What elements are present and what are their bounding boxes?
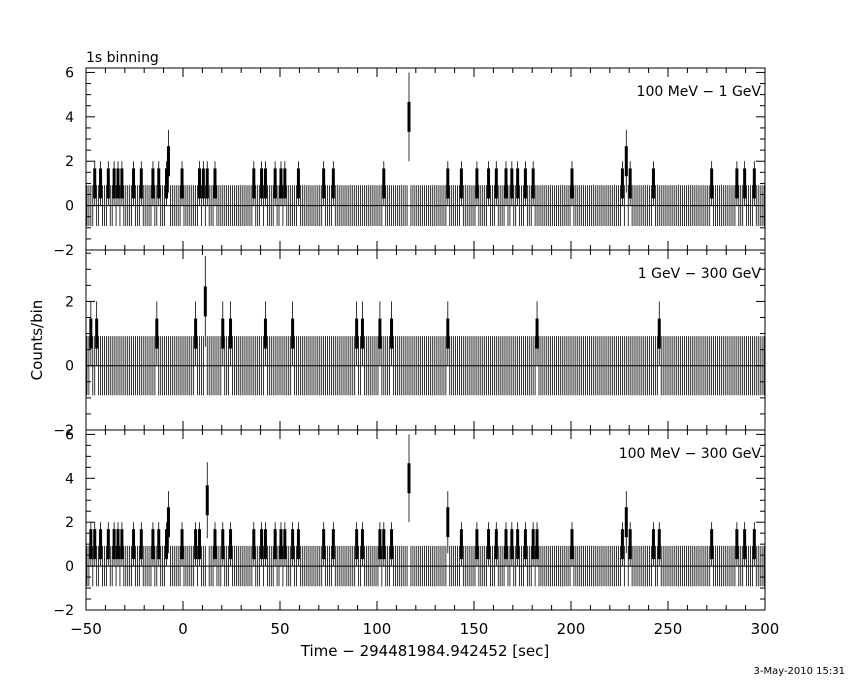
y-tick-label: 2: [65, 294, 74, 310]
x-tick-label: 50: [270, 620, 289, 638]
x-tick-label: 300: [751, 620, 780, 638]
x-axis-label: Time − 294481984.942452 [sec]: [300, 642, 550, 660]
timestamp: 3-May-2010 15:31: [753, 666, 845, 677]
x-tick-label: −50: [70, 620, 102, 638]
y-tick-label: 4: [65, 110, 74, 126]
y-axis-label: Counts/bin: [28, 300, 46, 381]
y-tick-label: −2: [53, 603, 74, 619]
y-tick-label: 0: [65, 559, 74, 575]
panel-2: −2 0 2 1 GeV − 300 GeV: [53, 249, 766, 439]
x-tick-label: 250: [654, 620, 683, 638]
y-tick-label: 2: [65, 515, 74, 531]
panel-energy-label: 100 MeV − 300 GeV: [619, 446, 762, 462]
x-tick-label: 100: [363, 620, 392, 638]
chart-title: 1s binning: [86, 50, 159, 66]
y-tick-label: 0: [65, 359, 74, 375]
x-tick-label: 200: [557, 620, 586, 638]
y-tick-label: 6: [65, 427, 74, 443]
y-tick-label: 6: [65, 65, 74, 81]
y-tick-label: −2: [53, 243, 74, 259]
y-tick-label: 2: [65, 154, 74, 170]
y-tick-label: −2: [53, 423, 74, 439]
x-tick-label: 0: [178, 620, 188, 638]
y-tick-label: 4: [65, 471, 74, 487]
x-tick-label: 150: [460, 620, 489, 638]
panel-frame: [85, 429, 766, 611]
panel-energy-label: 1 GeV − 300 GeV: [638, 266, 762, 282]
panels-group: −2 0 2 4 6 100 MeV − 1 GeV −2 0 2 1 GeV − 300 GeV…: [53, 65, 779, 638]
panel-1: −2 0 2 4 6 100 MeV − 1 GeV: [53, 65, 766, 259]
panel-energy-label: 100 MeV − 1 GeV: [637, 84, 762, 100]
y-tick-label: 0: [65, 199, 74, 215]
panel-3: −2 0 2 4 6 100 MeV − 300 GeV: [53, 427, 766, 619]
